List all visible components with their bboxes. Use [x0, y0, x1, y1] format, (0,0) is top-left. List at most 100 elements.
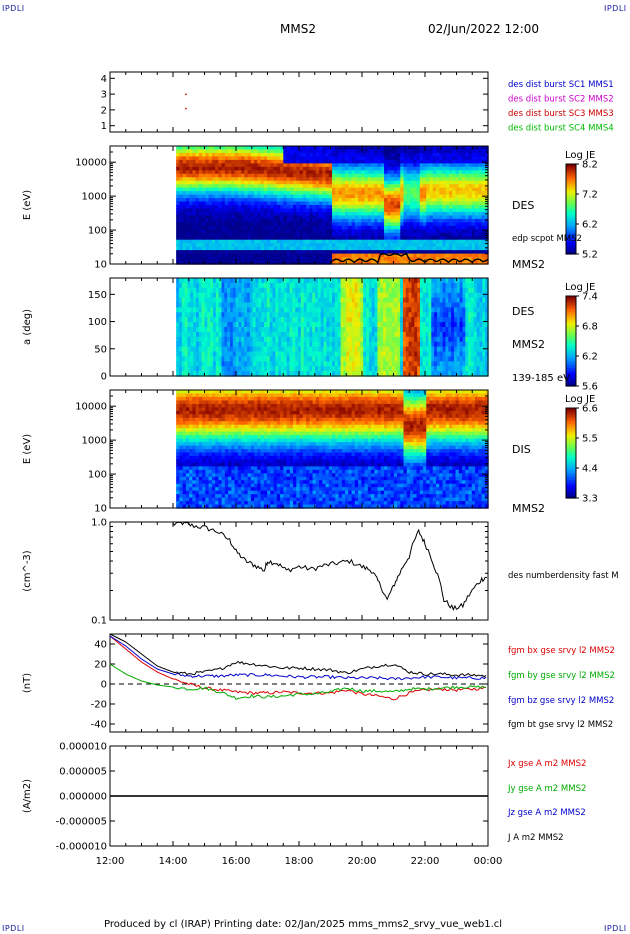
spectrogram-cell	[468, 211, 473, 217]
spectrogram-cell	[263, 187, 268, 192]
spectrogram-cell	[280, 205, 285, 210]
spectrogram-cell	[202, 201, 207, 206]
spectrogram-cell	[406, 250, 411, 255]
spectrogram-cell	[208, 232, 213, 237]
spectrogram-cell	[273, 180, 278, 185]
spectrogram-cell	[286, 250, 291, 255]
spectrogram-cell	[452, 170, 457, 175]
spectrogram-cell	[475, 243, 479, 248]
spectrogram-cell	[250, 229, 255, 234]
spectrogram-cell	[254, 180, 259, 185]
spectrogram-cell	[358, 180, 363, 185]
spectrogram-cell	[228, 215, 233, 220]
spectrogram-cell	[296, 260, 301, 265]
spectrogram-cell	[478, 225, 483, 230]
spectrogram-cell	[423, 198, 427, 203]
spectrogram-cell	[276, 232, 281, 237]
spectrogram-cell	[361, 211, 366, 217]
spectrogram-cell	[179, 229, 184, 234]
spectrogram-cell	[208, 222, 213, 227]
spectrogram-cell	[423, 173, 427, 178]
spectrogram-cell	[341, 198, 346, 203]
spectrogram-cell	[445, 152, 450, 158]
spectrogram-cell	[393, 246, 398, 251]
spectrogram-cell	[361, 166, 366, 171]
spectrogram-cell	[276, 211, 281, 217]
spectrogram-cell	[296, 208, 301, 213]
spectrogram-cell	[189, 260, 194, 265]
spectrogram-cell	[387, 180, 392, 185]
spectrogram-cell	[221, 166, 226, 171]
spectrogram-cell	[475, 218, 479, 224]
burst-marker	[185, 107, 187, 110]
spectrogram-cell	[315, 149, 320, 154]
spectrogram-cell	[335, 152, 340, 158]
spectrogram-cell	[293, 184, 298, 189]
spectrogram-cell	[215, 201, 220, 206]
spectrogram-cell	[439, 166, 444, 171]
spectrogram-cell	[338, 191, 343, 196]
spectrogram-cell	[218, 173, 223, 178]
spectrogram-cell	[371, 166, 376, 171]
spectrogram-cell	[468, 260, 473, 265]
spectrogram-cell	[478, 194, 483, 199]
spectrogram-cell	[468, 257, 473, 262]
spectrogram-cell	[263, 236, 268, 241]
spectrogram-cell	[241, 173, 246, 178]
spectrogram-cell	[351, 152, 356, 158]
spectrogram-cell	[215, 260, 220, 265]
spectrogram-cell	[429, 201, 434, 206]
spectrogram-cell	[237, 187, 242, 192]
spectrogram-cell	[429, 236, 434, 241]
spectrogram-cell	[228, 229, 233, 234]
spectrogram-cell	[254, 194, 259, 199]
spectrogram-cell	[234, 184, 239, 189]
spectrogram-cell	[198, 173, 203, 178]
spectrogram-cell	[442, 146, 447, 151]
spectrogram-cell	[289, 180, 294, 185]
spectrogram-cell	[452, 236, 457, 241]
spectrogram-cell	[416, 170, 421, 175]
spectrogram-cell	[439, 180, 444, 185]
spectrogram-cell	[260, 163, 265, 168]
spectrogram-cell	[260, 232, 265, 237]
spectrogram-cell	[439, 159, 444, 165]
spectrogram-cell	[439, 163, 444, 168]
spectrogram-cell	[202, 152, 207, 158]
spectrogram-cell	[332, 243, 337, 248]
spectrogram-cell	[397, 191, 401, 196]
spectrogram-cell	[423, 152, 427, 158]
spectrogram-cell	[215, 149, 220, 154]
spectrogram-cell	[289, 205, 294, 210]
spectrogram-cell	[445, 198, 450, 203]
spectrogram-cell	[374, 187, 379, 192]
spectrogram-cell	[397, 239, 401, 244]
spectrogram-cell	[397, 201, 401, 206]
spectrogram-cell	[195, 208, 200, 213]
spectrogram-cell	[234, 180, 239, 185]
spectrogram-cell	[458, 149, 463, 154]
spectrogram-cell	[377, 149, 382, 154]
spectrogram-cell	[361, 187, 366, 192]
spectrogram-cell	[338, 156, 343, 161]
spectrogram-cell	[475, 253, 479, 258]
spectrogram-cell	[195, 184, 200, 189]
spectrogram-cell	[192, 246, 197, 251]
spectrogram-cell	[465, 159, 470, 165]
spectrogram-cell	[309, 218, 314, 224]
spectrogram-cell	[410, 253, 414, 258]
spectrogram-cell	[468, 152, 473, 158]
spectrogram-cell	[241, 194, 246, 199]
spectrogram-cell	[280, 243, 285, 248]
spectrogram-cell	[176, 194, 181, 199]
spectrogram-cell	[484, 187, 489, 192]
spectrogram-cell	[302, 236, 307, 241]
spectrogram-cell	[354, 250, 359, 255]
spectrogram-cell	[218, 170, 223, 175]
y-tick-label: 3	[101, 90, 107, 101]
spectrogram-cell	[439, 194, 444, 199]
spectrogram-cell	[471, 208, 476, 213]
spectrogram-cell	[315, 177, 320, 182]
spectrogram-cell	[452, 198, 457, 203]
spectrogram-cell	[380, 170, 385, 175]
